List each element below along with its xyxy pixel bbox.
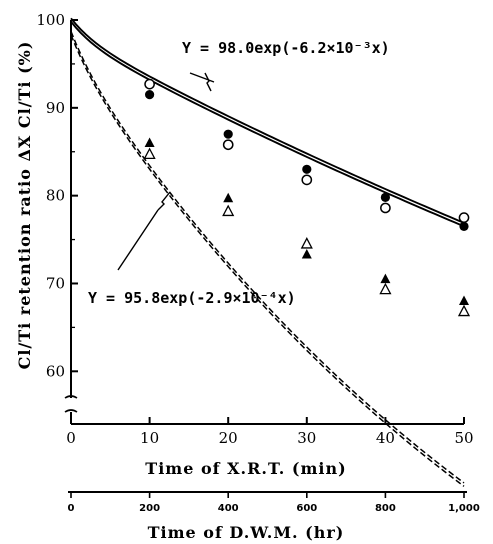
- equation-annotation-bottom: Y = 95.8exp(-2.9×10⁻⁴x): [88, 289, 296, 307]
- open-circle-marker: [144, 78, 155, 90]
- y-tick-label: 90: [46, 99, 65, 117]
- filled-circle-marker: [145, 90, 155, 100]
- open-circle-marker: [301, 174, 313, 186]
- fit-curves: [70, 17, 465, 487]
- y-tick-label: 60: [46, 362, 65, 380]
- x-tick-label: 10: [140, 429, 159, 447]
- x2-tick-label: 600: [296, 503, 317, 514]
- fit-curve-dwm_fit: [70, 31, 465, 484]
- annotation-leader-zigzag-bottom: [157, 191, 171, 211]
- filled-triangle-marker: [380, 273, 391, 284]
- open-triangle-marker: [222, 204, 235, 217]
- open-triangle-marker: [143, 147, 156, 160]
- filled-circle-marker: [302, 164, 312, 174]
- x2-tick-label: 0: [68, 503, 75, 514]
- x-tick-label: 50: [454, 429, 473, 447]
- filled-triangle-marker: [144, 137, 155, 147]
- data-markers: [143, 78, 471, 317]
- annotation-leader-bottom: [117, 209, 159, 271]
- fit-curve-xrt_fit: [70, 17, 465, 224]
- filled-triangle-marker: [459, 295, 469, 306]
- x-tick-label: 0: [66, 429, 76, 447]
- x2-tick-label: 1,000: [448, 503, 480, 514]
- x-axis-secondary-title: Time of D.W.M. (hr): [148, 523, 345, 542]
- open-triangle-marker: [300, 237, 313, 249]
- filled-triangle-marker: [223, 192, 234, 203]
- x2-tick-label: 800: [375, 503, 396, 514]
- open-triangle-marker: [457, 304, 471, 317]
- fit-curve-xrt_fit: [70, 21, 465, 228]
- x-tick-label: 30: [297, 429, 316, 447]
- x-tick-label: 40: [376, 429, 395, 447]
- fit-curve-dwm_fit: [70, 34, 465, 487]
- x2-tick-label: 400: [218, 503, 239, 514]
- y-axis-title: Cl/Ti retention ratio ΔX Cl/Ti (%): [15, 41, 34, 370]
- open-circle-marker: [458, 212, 470, 223]
- y-tick-label: 70: [46, 274, 65, 292]
- annotation-leader-top: [189, 72, 215, 83]
- open-triangle-marker: [379, 282, 392, 295]
- open-circle-marker: [222, 139, 234, 151]
- filled-circle-marker: [380, 192, 390, 203]
- annotation-leader-zigzag-top: [204, 72, 212, 92]
- filled-circle-marker: [459, 221, 469, 231]
- x-tick-label: 20: [219, 429, 238, 447]
- filled-circle-marker: [223, 129, 233, 139]
- y-axis-break-mark: [64, 409, 78, 413]
- labels: Cl/Ti retention ratio ΔX Cl/Ti (%) Time …: [15, 39, 390, 542]
- y-tick-label: 100: [36, 11, 65, 29]
- open-circle-marker: [380, 202, 391, 214]
- y-axis-break-mark: [64, 395, 78, 399]
- y-tick-label: 80: [46, 187, 65, 205]
- x2-tick-label: 200: [139, 503, 160, 514]
- axes: 60 70 80 90 100 0 10 20 30 40 50 0 200 400 600 800 1,000: [36, 11, 479, 514]
- equation-annotation-top: Y = 98.0exp(-6.2×10⁻³x): [182, 39, 390, 57]
- filled-triangle-marker: [301, 248, 312, 259]
- x-axis-primary-title: Time of X.R.T. (min): [145, 459, 346, 478]
